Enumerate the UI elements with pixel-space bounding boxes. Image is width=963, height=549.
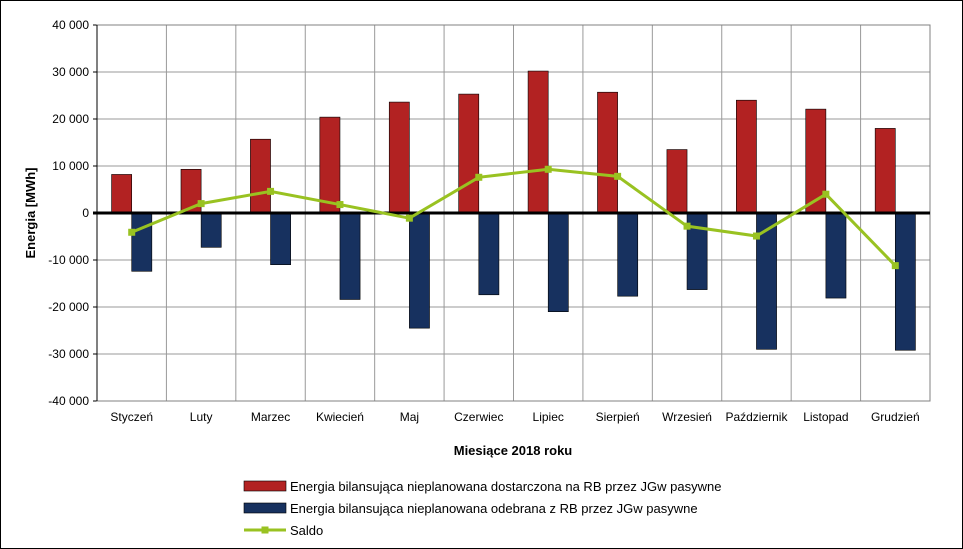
y-tick-labels: -40 000 -30 000 -20 000 -10 000 0 10 000 20 00… xyxy=(48,18,89,408)
legend-swatch-delivered xyxy=(243,480,287,492)
y-tick-label: -20 000 xyxy=(48,300,89,314)
x-tick-label: Kwiecień xyxy=(316,410,364,424)
bar-delivered xyxy=(527,70,549,214)
y-tick-label: -10 000 xyxy=(48,253,89,267)
saldo-line-group xyxy=(128,165,899,270)
x-tick-labels: Styczeń Luty Marzec Kwiecień Maj Czerwiec Lipi… xyxy=(110,410,919,424)
legend-marker-saldo xyxy=(261,526,269,534)
bar-received xyxy=(200,212,222,248)
x-axis-title: Miesiące 2018 roku xyxy=(454,443,573,458)
x-tick-label: Listopad xyxy=(803,410,848,424)
y-tick-label: -40 000 xyxy=(48,394,89,408)
x-tick-label: Styczeń xyxy=(110,410,153,424)
bar-received xyxy=(547,212,569,312)
legend-label-delivered: Energia bilansująca nieplanowana dostarc… xyxy=(290,479,721,494)
x-tick-label: Czerwiec xyxy=(454,410,503,424)
saldo-marker xyxy=(752,232,760,240)
saldo-marker xyxy=(822,190,830,198)
saldo-marker xyxy=(614,172,622,180)
saldo-marker xyxy=(891,262,899,270)
legend-label-saldo: Saldo xyxy=(290,523,323,538)
bar-delivered xyxy=(458,93,480,214)
y-tick-label: 20 000 xyxy=(52,112,89,126)
legend: Energia bilansująca nieplanowana dostarc… xyxy=(243,479,721,538)
bar-received xyxy=(409,212,430,329)
saldo-marker xyxy=(405,214,413,222)
y-tick-label: 30 000 xyxy=(52,65,89,79)
saldo-marker xyxy=(544,165,552,173)
saldo-line xyxy=(131,167,897,267)
bar-received xyxy=(478,212,500,296)
x-tick-label: Sierpień xyxy=(596,410,640,424)
bar-received xyxy=(131,212,153,272)
saldo-marker xyxy=(475,173,483,181)
bar-received xyxy=(617,212,639,297)
x-tick-label: Październik xyxy=(725,410,788,424)
bar-delivered xyxy=(666,149,688,214)
saldo-marker xyxy=(128,228,136,236)
bar-delivered xyxy=(736,99,757,214)
x-tick-label: Maj xyxy=(400,410,419,424)
bar-delivered xyxy=(319,116,341,214)
bars-group xyxy=(111,70,916,351)
bar-received xyxy=(825,212,847,299)
bar-delivered xyxy=(250,138,271,214)
bar-received xyxy=(339,212,361,300)
legend-label-received: Energia bilansująca nieplanowana odebran… xyxy=(290,501,698,516)
y-tick-label: 0 xyxy=(82,206,89,220)
bar-delivered xyxy=(111,174,133,214)
y-axis-title: Energia [MWh] xyxy=(23,168,38,259)
bar-delivered xyxy=(388,101,410,214)
saldo-marker xyxy=(267,187,275,195)
saldo-marker xyxy=(197,200,205,208)
y-tick-label: 10 000 xyxy=(52,159,89,173)
x-tick-label: Grudzień xyxy=(871,410,920,424)
bar-delivered xyxy=(874,128,896,214)
x-tick-label: Marzec xyxy=(251,410,290,424)
x-tick-label: Wrzesień xyxy=(662,410,712,424)
x-tick-label: Luty xyxy=(190,410,213,424)
saldo-marker xyxy=(336,201,344,209)
bar-delivered xyxy=(597,91,618,214)
bar-received xyxy=(270,212,291,266)
saldo-marker xyxy=(683,222,691,230)
y-tick-label: 40 000 xyxy=(52,18,89,32)
bar-received xyxy=(894,212,916,351)
x-tick-label: Lipiec xyxy=(533,410,564,424)
y-tick-label: -30 000 xyxy=(48,347,89,361)
legend-swatch-received xyxy=(243,502,287,514)
